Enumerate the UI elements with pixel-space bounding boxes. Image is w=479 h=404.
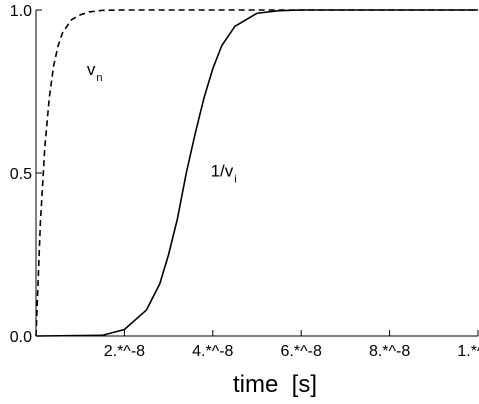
axes <box>35 10 478 337</box>
x-tick-label: 1.*^-7 <box>457 343 479 360</box>
series-labels: vn 1/vi <box>87 60 237 185</box>
series-label-subscript: i <box>234 173 236 185</box>
y-tick-label: 1.0 <box>10 3 32 20</box>
series-label-main: 1/v <box>211 161 234 180</box>
y-tick-label: 0.0 <box>10 329 32 346</box>
x-axis-title: time [s] <box>233 371 317 398</box>
series-label-main: v <box>87 60 96 79</box>
series-line-0 <box>35 9 478 337</box>
series-label-subscript: n <box>96 72 102 84</box>
y-tick-label: 0.5 <box>10 166 32 183</box>
series-label-1: 1/vi <box>211 161 237 185</box>
series <box>35 9 478 337</box>
x-tick-label: 8.*^-8 <box>369 343 410 360</box>
series-line-1 <box>35 9 478 337</box>
x-tick-label: 6.*^-8 <box>281 343 322 360</box>
series-label-0: vn <box>87 60 103 84</box>
x-tick-label: 4.*^-8 <box>192 343 233 360</box>
x-tick-label: 2.*^-8 <box>104 343 145 360</box>
ticks: 0.0 0.5 1.0 2.*^-8 4.*^-8 6.*^-8 8.*^-8 1.*^-7 <box>10 3 479 360</box>
